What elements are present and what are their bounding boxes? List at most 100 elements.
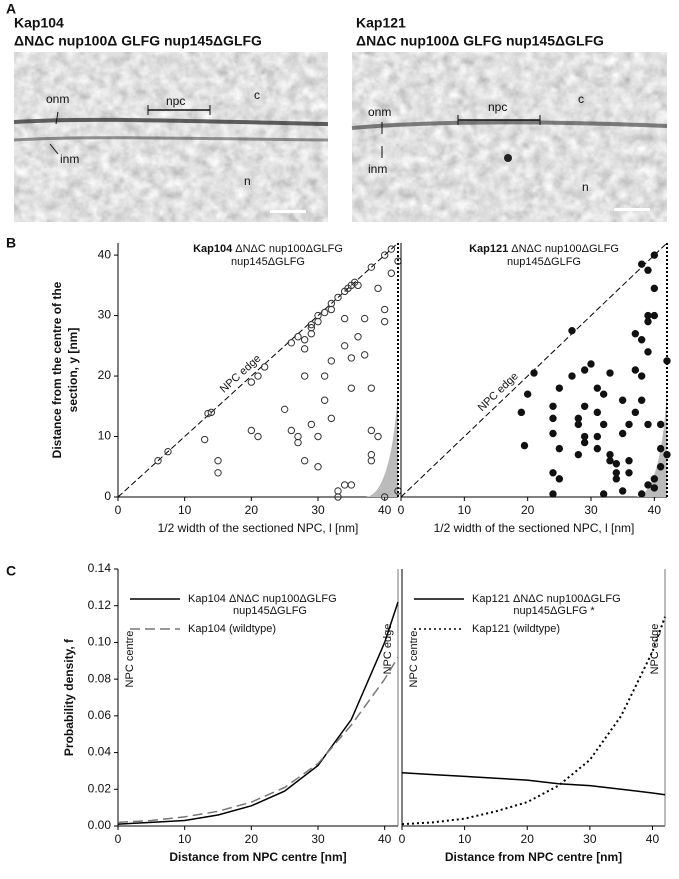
point bbox=[380, 317, 389, 326]
point bbox=[340, 342, 349, 350]
x-tick-label: 20 bbox=[521, 503, 535, 517]
point bbox=[644, 481, 652, 489]
point bbox=[247, 426, 256, 435]
panel-label: B bbox=[6, 235, 16, 251]
micrograph-label: inm bbox=[60, 152, 79, 166]
point bbox=[618, 396, 627, 404]
point bbox=[580, 432, 589, 441]
point bbox=[606, 450, 614, 459]
x-tick-label: 40 bbox=[646, 832, 660, 846]
point bbox=[593, 432, 602, 441]
x-tick-label: 30 bbox=[311, 503, 325, 517]
x-axis-label: Distance from NPC centre [nm] bbox=[169, 850, 346, 864]
x-tick-label: 20 bbox=[245, 503, 259, 517]
point bbox=[294, 333, 302, 341]
point bbox=[204, 409, 212, 418]
point bbox=[599, 420, 608, 429]
point bbox=[599, 390, 608, 398]
point bbox=[320, 308, 329, 317]
micrograph-label: onm bbox=[368, 105, 391, 119]
point bbox=[367, 384, 376, 392]
point bbox=[380, 251, 389, 259]
point bbox=[320, 372, 329, 380]
x-tick-label: 30 bbox=[311, 832, 325, 846]
panel-label: C bbox=[6, 563, 16, 579]
micrograph-title: Kap104 bbox=[14, 15, 64, 31]
x-tick-label: 0 bbox=[399, 832, 406, 846]
micrograph-label: npc bbox=[166, 94, 185, 108]
point bbox=[650, 311, 659, 320]
point bbox=[599, 490, 608, 498]
micrograph bbox=[351, 52, 668, 222]
point bbox=[300, 372, 309, 380]
point bbox=[644, 348, 652, 356]
point bbox=[555, 384, 564, 392]
point bbox=[154, 457, 162, 465]
point bbox=[374, 284, 382, 293]
point bbox=[549, 490, 557, 498]
legend-label: Kap104 (wildtype) bbox=[188, 623, 276, 635]
point bbox=[625, 457, 633, 465]
annotation: NPC centre bbox=[124, 631, 136, 688]
x-tick-label: 30 bbox=[583, 832, 597, 846]
y-axis-label: section, y [nm] bbox=[66, 328, 80, 413]
micrograph-label: onm bbox=[46, 92, 69, 106]
point bbox=[307, 420, 316, 429]
point bbox=[549, 414, 557, 423]
point bbox=[637, 372, 646, 380]
point bbox=[287, 426, 296, 435]
point bbox=[656, 463, 665, 471]
npc-edge-diagonal bbox=[117, 242, 399, 498]
point bbox=[644, 420, 652, 429]
point bbox=[574, 450, 583, 459]
x-tick-label: 0 bbox=[398, 503, 405, 517]
y-axis-label: Distance from the centre of the bbox=[50, 281, 64, 458]
point bbox=[612, 469, 621, 477]
chart-title: Kap121 bbox=[469, 243, 508, 255]
point bbox=[334, 487, 342, 495]
point bbox=[593, 444, 602, 453]
line bbox=[401, 772, 666, 796]
point bbox=[387, 269, 396, 277]
point bbox=[334, 293, 342, 302]
chart-title: Kap104 ΔNΔC nup100ΔGLFG bbox=[193, 243, 343, 255]
point bbox=[637, 490, 646, 498]
point bbox=[207, 408, 216, 417]
point bbox=[287, 339, 296, 347]
point bbox=[644, 266, 652, 274]
x-tick-label: 20 bbox=[245, 832, 259, 846]
point bbox=[164, 447, 172, 456]
point bbox=[340, 481, 349, 489]
point bbox=[656, 420, 665, 429]
micrograph-label: n bbox=[582, 180, 589, 194]
y-tick-label: 0.14 bbox=[88, 561, 112, 575]
point bbox=[555, 444, 564, 453]
point bbox=[637, 260, 646, 268]
point bbox=[618, 487, 627, 495]
point bbox=[260, 363, 269, 371]
point bbox=[612, 460, 621, 468]
point bbox=[320, 396, 329, 404]
x-tick-label: 10 bbox=[458, 832, 472, 846]
point bbox=[354, 281, 362, 290]
point bbox=[300, 345, 309, 353]
point bbox=[380, 305, 389, 314]
point bbox=[300, 457, 309, 465]
legend-label: Kap104 ΔNΔC nup100ΔGLFG bbox=[188, 593, 337, 605]
shaded-region bbox=[364, 388, 398, 497]
point bbox=[374, 432, 382, 441]
point bbox=[334, 493, 342, 501]
point bbox=[380, 493, 389, 501]
point bbox=[347, 354, 356, 362]
annotation: NPC centre bbox=[408, 631, 420, 688]
point bbox=[549, 429, 557, 438]
micrograph-label: c bbox=[254, 88, 260, 102]
point bbox=[650, 251, 659, 259]
point bbox=[280, 405, 289, 414]
point bbox=[568, 372, 576, 380]
chart-subtitle: nup145ΔGLFG bbox=[507, 256, 581, 268]
point bbox=[347, 384, 356, 392]
x-tick-label: 0 bbox=[115, 832, 122, 846]
point bbox=[307, 320, 316, 329]
